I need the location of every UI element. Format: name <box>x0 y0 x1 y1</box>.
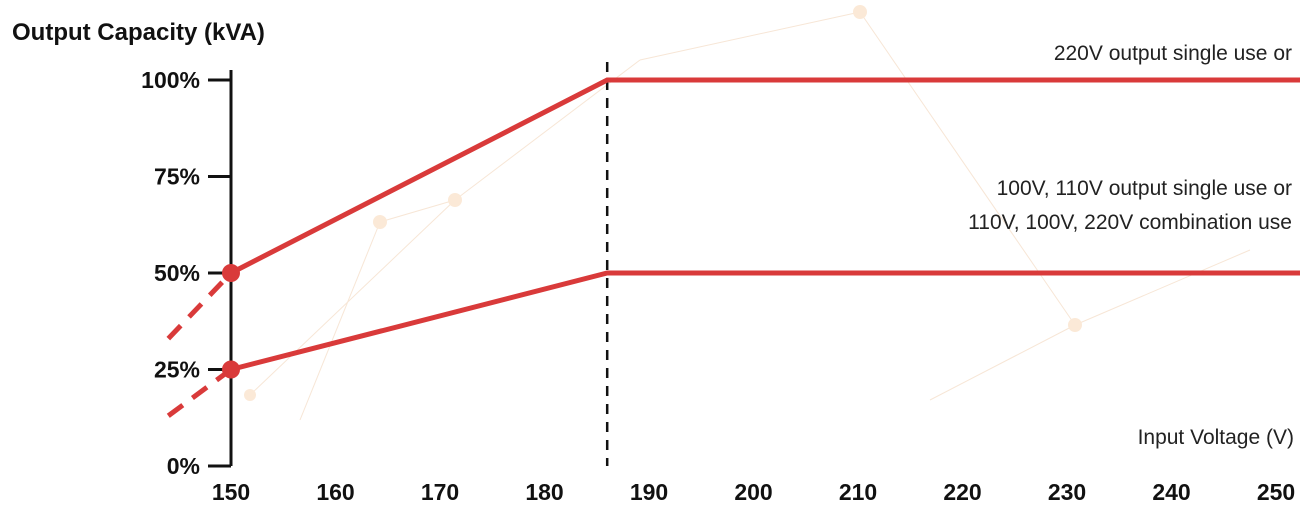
series-label-line: 110V, 100V, 220V combination use <box>968 211 1292 234</box>
series-label-100v-110v: 100V, 110V output single use or 110V, 100… <box>968 177 1292 234</box>
series-layer <box>166 77 1300 418</box>
y-tick-label: 100% <box>141 67 200 93</box>
series-1-line <box>230 270 1300 372</box>
series-label-line: 220V output single use or <box>1054 42 1292 65</box>
y-ticks: 0% 25% 50% 75% 100% <box>141 67 231 479</box>
x-tick-label: 240 <box>1152 479 1190 505</box>
series-1-start-point <box>222 360 240 379</box>
x-tick-label: 250 <box>1257 479 1295 505</box>
series-0-dashed-extension <box>166 271 233 341</box>
series-0-start-point <box>222 264 240 282</box>
series-label-line: 100V, 110V output single use or <box>997 177 1292 200</box>
x-tick-label: 180 <box>525 479 563 505</box>
series-label-220v: 220V output single use or <box>1054 42 1292 65</box>
series-0-line <box>229 77 1300 276</box>
x-tick-label: 200 <box>734 479 772 505</box>
series-1-dashed-extension <box>166 367 233 418</box>
x-axis-title: Input Voltage (V) <box>1138 426 1294 449</box>
x-tick-label: 230 <box>1048 479 1086 505</box>
y-axis-title: Output Capacity (kVA) <box>12 19 265 46</box>
y-tick-label: 0% <box>167 453 200 479</box>
x-tick-label: 210 <box>839 479 877 505</box>
y-tick-label: 75% <box>154 164 200 190</box>
x-ticks: 150 160 170 180 190 200 210 220 230 240 250 <box>212 479 1295 505</box>
x-tick-label: 150 <box>212 479 250 505</box>
y-tick-label: 50% <box>154 260 200 286</box>
x-tick-label: 160 <box>316 479 354 505</box>
x-tick-label: 170 <box>421 479 459 505</box>
x-tick-label: 220 <box>943 479 981 505</box>
y-tick-label: 25% <box>154 357 200 383</box>
x-tick-label: 190 <box>630 479 668 505</box>
background-pattern <box>244 5 1251 421</box>
